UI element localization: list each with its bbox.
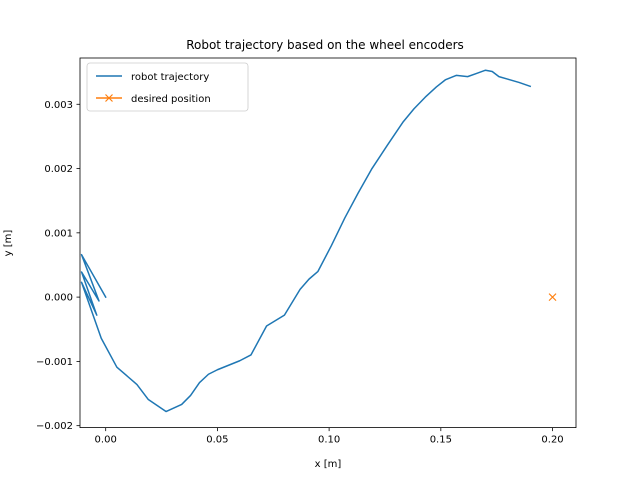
legend-marker-x-icon bbox=[105, 94, 113, 102]
x-tick-label: 0.00 bbox=[95, 435, 117, 446]
plot-frame bbox=[79, 57, 577, 429]
y-tick-label: 0.000 bbox=[44, 293, 73, 304]
y-tick-label: −0.002 bbox=[36, 421, 73, 432]
legend-label-desired-position: desired position bbox=[131, 94, 211, 105]
y-axis-label: y [m] bbox=[3, 230, 14, 257]
x-tick-label: 0.10 bbox=[318, 435, 340, 446]
x-tick-label: 0.15 bbox=[430, 435, 452, 446]
y-tick-label: −0.001 bbox=[36, 357, 73, 368]
chart-title: Robot trajectory based on the wheel enco… bbox=[186, 38, 464, 52]
y-tick-label: 0.003 bbox=[44, 100, 73, 111]
y-axis-ticks: −0.002 −0.001 0.000 0.001 0.002 0.003 bbox=[36, 100, 80, 432]
x-tick-label: 0.20 bbox=[541, 435, 563, 446]
y-tick-label: 0.002 bbox=[44, 164, 73, 175]
x-tick-label: 0.05 bbox=[206, 435, 228, 446]
series-point-desired-position bbox=[548, 293, 557, 302]
x-axis-ticks: 0.00 0.05 0.10 0.15 0.20 bbox=[95, 427, 564, 446]
legend-label-robot-trajectory: robot trajectory bbox=[131, 72, 209, 83]
x-axis-label: x [m] bbox=[315, 459, 342, 470]
legend-box bbox=[86, 62, 249, 112]
plot-area bbox=[80, 69, 557, 413]
series-line-robot-trajectory bbox=[80, 69, 532, 413]
legend: robot trajectory desired position bbox=[86, 62, 249, 112]
y-tick-label: 0.001 bbox=[44, 228, 73, 239]
